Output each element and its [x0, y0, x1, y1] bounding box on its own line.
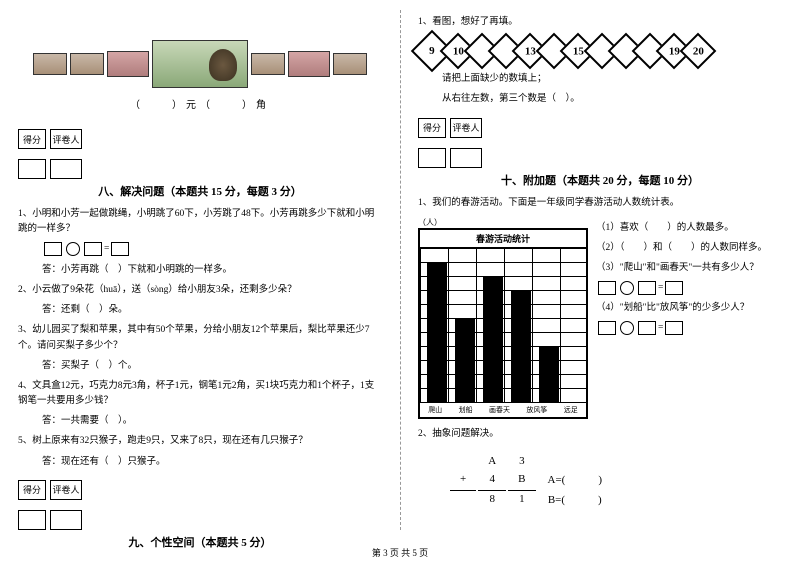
diamond-11: 20 [680, 33, 717, 70]
score-blank-a[interactable] [18, 159, 46, 179]
chart-x-labels: 爬山划船画春天放风筝远足 [420, 403, 586, 417]
q8-1-formula[interactable]: = [18, 242, 382, 257]
page-footer: 第 3 页 共 5 页 [0, 546, 800, 559]
section-10-title: 十、附加题（本题共 20 分，每题 10 分） [418, 172, 782, 188]
calc-table: A3 +4BA=( ) 81B=( ) [448, 452, 614, 510]
money-images [18, 40, 382, 88]
portrait [209, 49, 237, 81]
score-blank-9 [18, 510, 382, 530]
money-caption: （ ）元（ ）角 [18, 96, 382, 111]
calc-ra[interactable]: A=( ) [538, 470, 612, 488]
q8-1-ans: 答：小芳再跳（ ）下就和小明跳的一样多。 [18, 263, 382, 278]
chart-title: 春游活动统计 [420, 230, 586, 248]
score-label-10: 得分 [418, 118, 446, 138]
q8-3-ans: 答：买梨子（ ）个。 [18, 359, 382, 374]
column-divider [400, 10, 401, 530]
calc-4: 4 [478, 470, 506, 488]
score-row-8: 得分 评卷人 [18, 129, 382, 149]
chart-container: （人） 春游活动统计 爬山划船画春天放风筝远足 [418, 217, 588, 419]
bill-medium [107, 51, 149, 77]
q8-5-ans: 答：现在还有（ ）只猴子。 [18, 455, 382, 470]
calc-3: 3 [508, 454, 535, 468]
score-blank-b[interactable] [50, 159, 82, 179]
bar-爬山 [427, 262, 447, 403]
q8-4: 4、文具盒12元，巧克力8元3角，杯子1元，钢笔1元2角，买1块巧克力和1个杯子… [18, 379, 382, 409]
score-blank-10a[interactable] [418, 148, 446, 168]
q8-2-ans: 答：还剩（ ）朵。 [18, 303, 382, 318]
bar-远足 [539, 346, 559, 402]
calc-plus: + [450, 470, 476, 488]
sq2: （2）（ ）和（ ）的人数同样多。 [596, 240, 782, 257]
chart-questions: （1）喜欢（ ）的人数最多。 （2）（ ）和（ ）的人数同样多。 （3）"爬山"… [596, 217, 782, 419]
sq4-formula[interactable]: = [596, 320, 782, 337]
bill-small-2 [70, 53, 104, 75]
bill-medium-2 [288, 51, 330, 77]
q8-5: 5、树上原来有32只猴子，跑走9只，又来了8只，现在还有几只猴子？ [18, 434, 382, 449]
chart-tag: （人） [418, 217, 588, 228]
sq4: （4）"划船"比"放风筝"的少多少人？ [596, 300, 782, 317]
bill-small-3 [251, 53, 285, 75]
calc-rb[interactable]: B=( ) [538, 490, 612, 508]
score-blank-8 [18, 159, 382, 179]
score-row-9: 得分 评卷人 [18, 480, 382, 500]
q10-1: 1、我们的春游活动。下面是一年级同学春游活动人数统计表。 [418, 196, 782, 211]
bar-chart: 春游活动统计 爬山划船画春天放风筝远足 [418, 228, 588, 419]
q9-1-line2: 从右往左数，第三个数是（ ）。 [418, 92, 782, 107]
calc-a: A [478, 454, 506, 468]
score-blank-9b[interactable] [50, 510, 82, 530]
score-row-10: 得分 评卷人 [418, 118, 782, 138]
q8-2: 2、小云做了9朵花（huā），送（sòng）给小朋友3朵，还剩多少朵？ [18, 283, 382, 298]
calc-8: 8 [478, 490, 506, 508]
score-blank-9a[interactable] [18, 510, 46, 530]
bill-small-4 [333, 53, 367, 75]
chart-body [420, 248, 586, 403]
calc-b: B [508, 470, 535, 488]
bill-small-1 [33, 53, 67, 75]
sq3: （3）"爬山"和"画春天"一共有多少人？ [596, 260, 782, 277]
score-blank-10 [418, 148, 782, 168]
bar-划船 [455, 318, 475, 403]
q8-4-ans: 答：一共需要（ ）。 [18, 414, 382, 429]
q9-1-intro: 1、看图，想好了再填。 [418, 15, 782, 30]
q8-3: 3、幼儿园买了梨和苹果，其中有50个苹果，分给小朋友12个苹果后，梨比苹果还少7… [18, 323, 382, 353]
score-blank-10b[interactable] [450, 148, 482, 168]
q10-2: 2、抽象问题解决。 [418, 427, 782, 442]
bar-放风筝 [511, 290, 531, 403]
q8-1: 1、小明和小芳一起做跳绳，小明跳了60下，小芳跳了48下。小芳再跳多少下就和小明… [18, 207, 382, 237]
score-label-9: 得分 [18, 480, 46, 500]
bill-large [152, 40, 248, 88]
diamond-sequence[interactable]: 91013151920 [418, 36, 782, 66]
score-label: 得分 [18, 129, 46, 149]
bar-画春天 [483, 276, 503, 403]
grader-label-10: 评卷人 [450, 118, 482, 138]
calc-1: 1 [508, 490, 535, 508]
section-8-title: 八、解决问题（本题共 15 分，每题 3 分） [18, 183, 382, 199]
grader-label: 评卷人 [50, 129, 82, 149]
sq3-formula[interactable]: = [596, 280, 782, 297]
sq1: （1）喜欢（ ）的人数最多。 [596, 220, 782, 237]
grader-label-9: 评卷人 [50, 480, 82, 500]
q9-1-line1: 请把上面缺少的数填上； [418, 72, 782, 87]
